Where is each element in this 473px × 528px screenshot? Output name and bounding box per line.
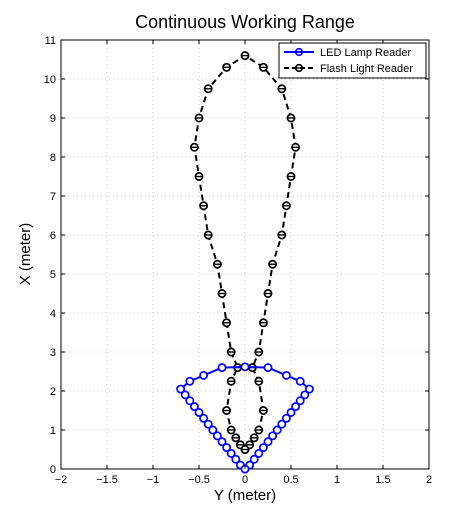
legend-item-led: LED Lamp Reader [284, 47, 411, 59]
data-point [277, 419, 287, 429]
data-point [217, 437, 227, 447]
series-flash-light-reader [189, 51, 301, 454]
x-tick-label: −1 [147, 474, 160, 486]
legend-label-flash: Flash Light Reader [320, 63, 413, 75]
data-point [291, 402, 301, 412]
data-point [194, 408, 204, 417]
y-tick-label: 6 [50, 230, 56, 242]
data-point [199, 413, 209, 423]
y-tick-label: 2 [50, 386, 56, 398]
x-tick-label: −1.5 [96, 474, 118, 486]
data-point [180, 390, 190, 400]
data-point [217, 363, 227, 373]
y-tick-label: 4 [50, 308, 56, 320]
legend-item-flash: Flash Light Reader [284, 63, 413, 75]
y-tick-label: 0 [50, 464, 56, 476]
data-point [231, 454, 241, 464]
data-point [295, 396, 305, 406]
x-tick-label: −0.5 [188, 474, 210, 486]
data-point [254, 448, 264, 458]
chart-title: Continuous Working Range [135, 12, 355, 32]
data-point [258, 443, 268, 452]
y-tick-label: 3 [50, 347, 56, 359]
plot-area: −2 −1.5 −1 −0.5 0 0.5 1 1.5 2 0 1 2 3 4 5 6 7 8 9 10 11 [44, 35, 432, 486]
legend: LED Lamp Reader Flash Light Reader [278, 42, 427, 79]
data-point [176, 384, 186, 394]
data-point [249, 454, 259, 464]
data-point [263, 437, 273, 447]
legend-marker-flash [294, 63, 304, 73]
plot-frame [60, 39, 430, 470]
grid [61, 40, 429, 469]
data-point [185, 376, 195, 386]
y-axis-label: X (meter) [17, 223, 34, 286]
data-point [203, 419, 213, 429]
x-tick-label: 0.5 [283, 474, 298, 486]
y-tick-label: 8 [50, 152, 56, 164]
x-tick-label: 1.5 [375, 474, 390, 486]
x-tick-label: 2 [426, 474, 432, 486]
data-point [281, 370, 291, 380]
data-point [208, 425, 218, 435]
data-point [272, 425, 282, 435]
y-tick-label: 7 [50, 191, 56, 203]
data-point [226, 448, 236, 458]
data-point [295, 376, 305, 386]
data-point [263, 363, 273, 373]
data-point [304, 384, 314, 394]
x-tick-label: 0 [242, 474, 248, 486]
x-tick-label: 1 [334, 474, 340, 486]
series-led-lamp-reader [176, 362, 314, 474]
x-tick-label: −2 [55, 474, 68, 486]
data-point [212, 431, 222, 441]
y-tick-label: 5 [50, 269, 56, 281]
legend-label-led: LED Lamp Reader [320, 47, 411, 59]
data-point [286, 408, 296, 417]
data-point [300, 390, 310, 400]
data-point [185, 396, 195, 406]
data-point [199, 370, 209, 380]
legend-marker-led [294, 47, 304, 57]
y-tick-label: 9 [50, 113, 56, 125]
data-point [281, 413, 291, 423]
data-point [268, 431, 278, 441]
x-axis-label: Y (meter) [214, 487, 276, 504]
y-tick-label: 10 [44, 74, 56, 86]
y-tick-label: 11 [45, 35, 56, 47]
series-layer [176, 51, 314, 474]
ticks: −2 −1.5 −1 −0.5 0 0.5 1 1.5 2 0 1 2 3 4 5 6 7 8 9 10 11 [44, 35, 432, 486]
data-point [240, 362, 250, 372]
data-point [189, 402, 199, 412]
data-point [222, 443, 232, 452]
legend-box [278, 42, 427, 79]
y-tick-label: 1 [50, 425, 56, 437]
